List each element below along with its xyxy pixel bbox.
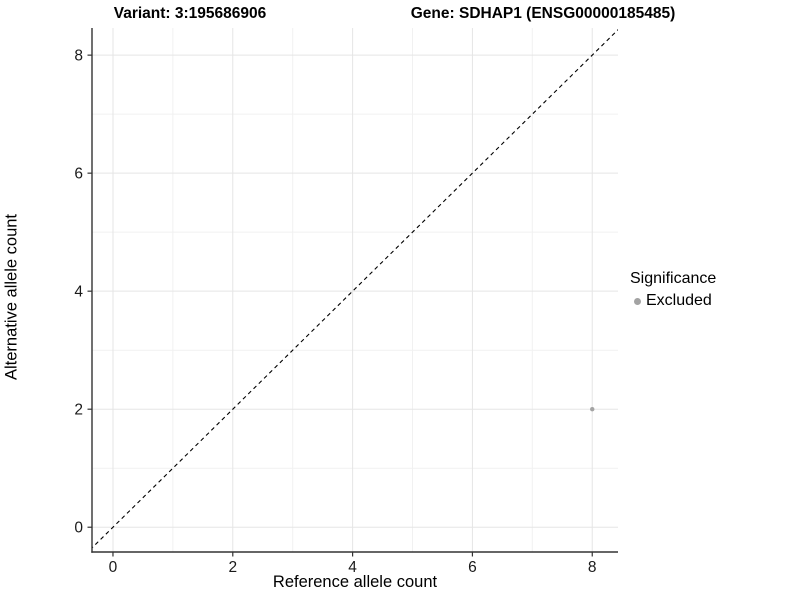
- x-tick-label: 2: [228, 559, 237, 576]
- y-tick-label: 4: [74, 284, 83, 301]
- legend-title: Significance: [630, 270, 717, 287]
- y-tick-label: 8: [74, 48, 83, 65]
- excluded-point-icon: [634, 297, 641, 305]
- y-axis-ticks: 0 2 4 6 8: [74, 48, 92, 537]
- legend-item-label: Excluded: [646, 292, 712, 309]
- legend: Significance Excluded: [630, 270, 716, 310]
- y-tick-label: 2: [74, 402, 83, 419]
- y-axis-label: Alternative allele count: [2, 213, 21, 381]
- gene-title: Gene: SDHAP1 (ENSG00000185485): [410, 5, 676, 22]
- x-tick-label: 0: [109, 559, 118, 576]
- x-tick-label: 6: [468, 559, 477, 576]
- data-point: [590, 406, 595, 412]
- x-tick-label: 8: [588, 559, 597, 576]
- y-tick-label: 0: [74, 520, 83, 537]
- major-gridlines: [92, 28, 618, 552]
- minor-gridlines: [92, 28, 618, 552]
- series-excluded: [590, 406, 595, 412]
- y-tick-label: 6: [74, 166, 83, 183]
- legend-item-excluded: Excluded: [634, 292, 716, 310]
- x-axis-ticks: 0 2 4 6 8: [109, 552, 597, 576]
- x-axis-label: Reference allele count: [272, 573, 438, 591]
- identity-line: [92, 28, 618, 549]
- x-tick-label: 4: [348, 559, 357, 576]
- variant-title: Variant: 3:195686906: [113, 5, 267, 22]
